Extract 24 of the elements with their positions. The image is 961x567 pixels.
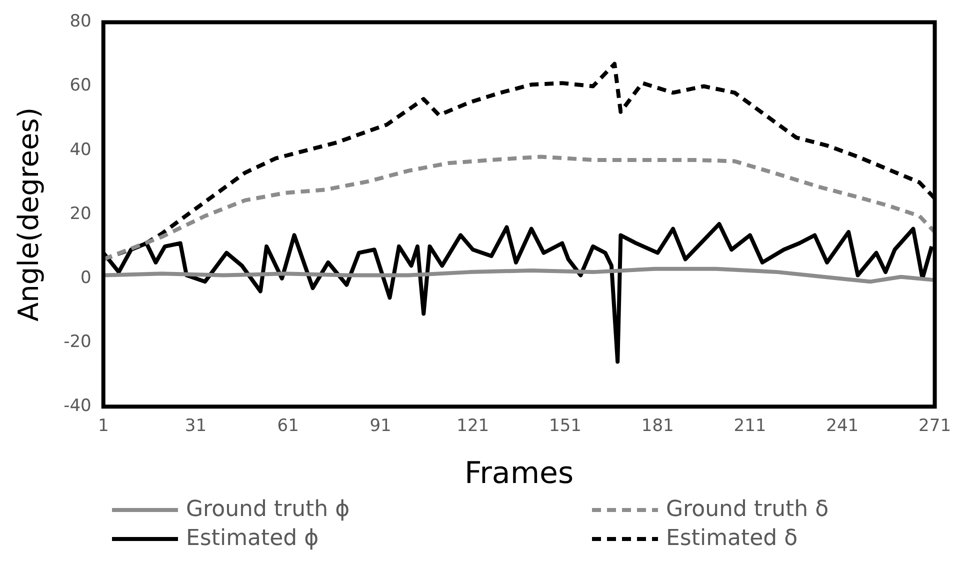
y-tick-label: -40 <box>64 396 92 416</box>
y-tick-label: 60 <box>70 76 92 96</box>
y-axis-title: Angle(degrees) <box>12 107 46 322</box>
x-tick-label: 1 <box>98 416 109 436</box>
x-tick-label: 241 <box>826 416 859 436</box>
x-tick-label: 271 <box>918 416 952 436</box>
x-tick-label: 61 <box>277 416 299 436</box>
x-axis-title: Frames <box>464 456 574 491</box>
y-tick-label: 20 <box>70 204 92 224</box>
x-tick-label: 31 <box>184 416 207 436</box>
y-tick-label: 80 <box>70 12 92 32</box>
line-series <box>103 154 935 262</box>
legend-label: Estimated δ <box>666 526 798 551</box>
x-tick-label: 121 <box>456 416 490 436</box>
x-tick-label: 91 <box>370 416 392 436</box>
legend-label: Ground truth δ <box>666 497 829 522</box>
x-tick-label: 151 <box>549 416 582 436</box>
x-tick-label: 211 <box>734 416 766 436</box>
y-tick-label: -20 <box>64 332 92 352</box>
legend-label: Estimated ϕ <box>186 526 319 551</box>
legend-label: Ground truth ϕ <box>186 497 350 522</box>
y-tick-label: 40 <box>70 140 92 160</box>
x-tick-label: 181 <box>641 416 674 436</box>
y-tick-label: 0 <box>80 268 92 288</box>
